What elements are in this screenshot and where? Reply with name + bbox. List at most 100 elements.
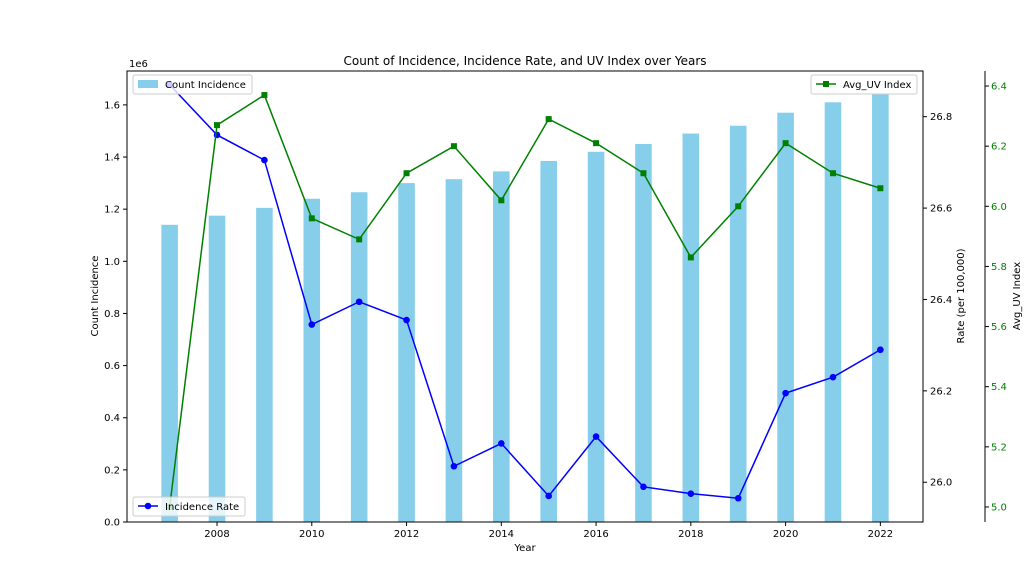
left-tick-label: 0.2 (104, 465, 120, 476)
point-avg-uv-index-2011 (356, 236, 363, 243)
left-tick-label: 1.4 (104, 153, 120, 164)
point-incidence-rate-2010 (308, 321, 316, 328)
bar-2010 (303, 198, 321, 523)
bar-2021 (824, 102, 842, 522)
point-avg-uv-index-2010 (308, 215, 315, 222)
bar-2022 (872, 94, 889, 522)
legend-count-incidence: Count Incidence (132, 74, 253, 95)
left-axis-label: Count Incidence (90, 256, 101, 337)
point-avg-uv-index-2012 (403, 170, 410, 177)
legend-swatch-marker (144, 502, 152, 510)
chart-title: Count of Incidence, Incidence Rate, and … (343, 54, 706, 68)
left-tick-label: 1.0 (104, 257, 120, 268)
right1-axis-label: Rate (per 100,000) (956, 248, 967, 343)
plot-frame (126, 70, 924, 523)
point-avg-uv-index-2009 (261, 92, 268, 99)
point-avg-uv-index-2022 (877, 185, 884, 192)
right2-tick-label: 5.2 (991, 442, 1007, 453)
legend-label: Avg_UV Index (843, 80, 911, 91)
bar-2009 (256, 207, 273, 522)
right2-tick-label: 6.2 (991, 142, 1007, 153)
right2-axis-label: Avg_UV Index (1012, 262, 1023, 330)
x-axis-ticks: 2008 2010 2012 2014 2016 2018 2020 2022 (204, 522, 893, 540)
point-avg-uv-index-2019 (735, 203, 742, 210)
line-incidence-rate (169, 84, 881, 500)
point-incidence-rate-2009 (261, 156, 268, 164)
left-tick-label: 0.0 (104, 518, 120, 529)
right2-tick-label: 6.4 (991, 82, 1007, 93)
legend-label: Incidence Rate (165, 502, 239, 513)
point-avg-uv-index-2017 (640, 170, 647, 177)
right1-tick-label: 26.4 (930, 295, 952, 306)
point-avg-uv-index-2015 (545, 116, 552, 123)
x-tick-label: 2012 (394, 529, 419, 540)
right2-tick-label: 5.0 (991, 502, 1007, 513)
right2-axis-ticks: 5.0 5.2 5.4 5.6 5.8 6.0 6.2 6.4 (985, 82, 1007, 513)
left-tick-label: 0.4 (104, 413, 120, 424)
x-axis-label: Year (513, 543, 536, 554)
bar-2020 (777, 112, 794, 522)
point-incidence-rate-2015 (545, 492, 552, 500)
point-incidence-rate-2011 (355, 298, 363, 306)
bar-2017 (635, 143, 652, 523)
point-incidence-rate-2022 (877, 346, 884, 354)
right1-tick-label: 26.8 (930, 112, 952, 123)
legend-frame (132, 496, 246, 517)
bar-2007 (161, 224, 178, 522)
bar-2015 (540, 160, 557, 522)
point-avg-uv-index-2008 (214, 122, 221, 129)
left-axis-ticks: 0.0 0.2 0.4 0.6 0.8 1.0 1.2 1.4 1.6 (104, 100, 127, 529)
point-incidence-rate-2016 (592, 433, 600, 440)
point-incidence-rate-2021 (829, 373, 837, 381)
point-incidence-rate-2008 (213, 131, 221, 139)
line-series-group (166, 81, 884, 510)
x-tick-label: 2016 (583, 529, 608, 540)
right2-tick-label: 5.6 (991, 322, 1007, 333)
point-incidence-rate-2020 (782, 389, 789, 397)
bar-2014 (493, 171, 510, 522)
legend-frame (810, 74, 918, 95)
x-tick-label: 2008 (204, 529, 229, 540)
point-incidence-rate-2013 (450, 462, 458, 470)
left-axis-offset-label: 1e6 (129, 59, 148, 70)
legend-incidence-rate: Incidence Rate (132, 496, 246, 517)
x-tick-label: 2022 (868, 529, 893, 540)
x-tick-label: 2014 (489, 529, 514, 540)
left-tick-label: 1.2 (104, 205, 120, 216)
legend-swatch-marker (823, 81, 829, 87)
bar-2013 (445, 179, 463, 522)
right1-tick-label: 26.0 (930, 478, 952, 489)
point-incidence-rate-2014 (498, 440, 505, 447)
left-tick-label: 1.6 (104, 100, 120, 111)
point-avg-uv-index-2013 (450, 143, 457, 150)
bar-2008 (208, 215, 226, 522)
bar-2012 (398, 183, 415, 522)
bar-2019 (729, 125, 747, 522)
point-incidence-rate-2018 (687, 490, 695, 497)
left-tick-label: 0.6 (104, 361, 120, 372)
right1-tick-label: 26.2 (930, 386, 952, 397)
left-tick-label: 0.8 (104, 309, 120, 320)
right1-axis-ticks: 26.0 26.2 26.4 26.6 26.8 (923, 112, 952, 489)
point-incidence-rate-2019 (734, 494, 742, 502)
point-incidence-rate-2012 (403, 316, 410, 324)
point-avg-uv-index-2016 (593, 140, 600, 147)
x-tick-label: 2018 (678, 529, 703, 540)
right2-tick-label: 6.0 (991, 202, 1007, 213)
right2-tick-label: 5.8 (991, 262, 1007, 273)
x-tick-label: 2010 (299, 529, 324, 540)
bar-2016 (587, 151, 605, 522)
point-avg-uv-index-2021 (829, 170, 836, 177)
legend-avg-uv-index: Avg_UV Index (810, 74, 918, 95)
right1-tick-label: 26.6 (930, 204, 952, 215)
point-avg-uv-index-2014 (498, 197, 505, 204)
bar-2018 (682, 133, 700, 522)
right2-tick-label: 5.4 (991, 382, 1007, 393)
bar-series-count-incidence (161, 94, 889, 523)
legend-swatch-bar (138, 80, 158, 88)
legend-label: Count Incidence (165, 80, 246, 91)
bar-2011 (350, 192, 368, 523)
point-avg-uv-index-2018 (687, 254, 694, 261)
line-avg-uv-index (168, 93, 881, 508)
